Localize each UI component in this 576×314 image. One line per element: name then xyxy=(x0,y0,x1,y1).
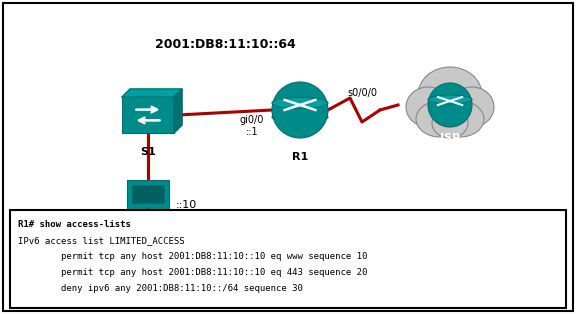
Text: PC1: PC1 xyxy=(136,232,160,242)
Polygon shape xyxy=(122,89,182,97)
Ellipse shape xyxy=(416,101,464,137)
Text: permit tcp any host 2001:DB8:11:10::10 eq 443 sequence 20: permit tcp any host 2001:DB8:11:10::10 e… xyxy=(18,268,367,277)
Text: permit tcp any host 2001:DB8:11:10::10 eq www sequence 10: permit tcp any host 2001:DB8:11:10::10 e… xyxy=(18,252,367,261)
Ellipse shape xyxy=(418,67,482,123)
Ellipse shape xyxy=(406,87,450,127)
Text: IPv6 access list LIMITED_ACCESS: IPv6 access list LIMITED_ACCESS xyxy=(18,236,185,245)
Text: 2001:DB8:11:10::64: 2001:DB8:11:10::64 xyxy=(155,38,295,51)
Polygon shape xyxy=(174,89,182,133)
Text: ::10: ::10 xyxy=(176,200,197,210)
Text: gi0/0
::1: gi0/0 ::1 xyxy=(240,115,264,137)
Text: ISP: ISP xyxy=(440,133,460,143)
Circle shape xyxy=(272,82,328,138)
Text: s0/0/0: s0/0/0 xyxy=(347,88,377,98)
Ellipse shape xyxy=(432,108,468,138)
Bar xyxy=(10,210,566,308)
Text: S1: S1 xyxy=(140,147,156,157)
Ellipse shape xyxy=(428,95,472,104)
Ellipse shape xyxy=(272,111,328,122)
FancyBboxPatch shape xyxy=(127,180,169,210)
FancyBboxPatch shape xyxy=(132,185,164,203)
Circle shape xyxy=(428,83,472,127)
Ellipse shape xyxy=(450,87,494,127)
FancyBboxPatch shape xyxy=(122,97,174,133)
Text: R1# show access-lists: R1# show access-lists xyxy=(18,220,131,229)
Ellipse shape xyxy=(436,101,484,137)
Text: R1: R1 xyxy=(292,152,308,162)
Text: deny ipv6 any 2001:DB8:11:10::/64 sequence 30: deny ipv6 any 2001:DB8:11:10::/64 sequen… xyxy=(18,284,303,293)
Ellipse shape xyxy=(272,97,328,109)
